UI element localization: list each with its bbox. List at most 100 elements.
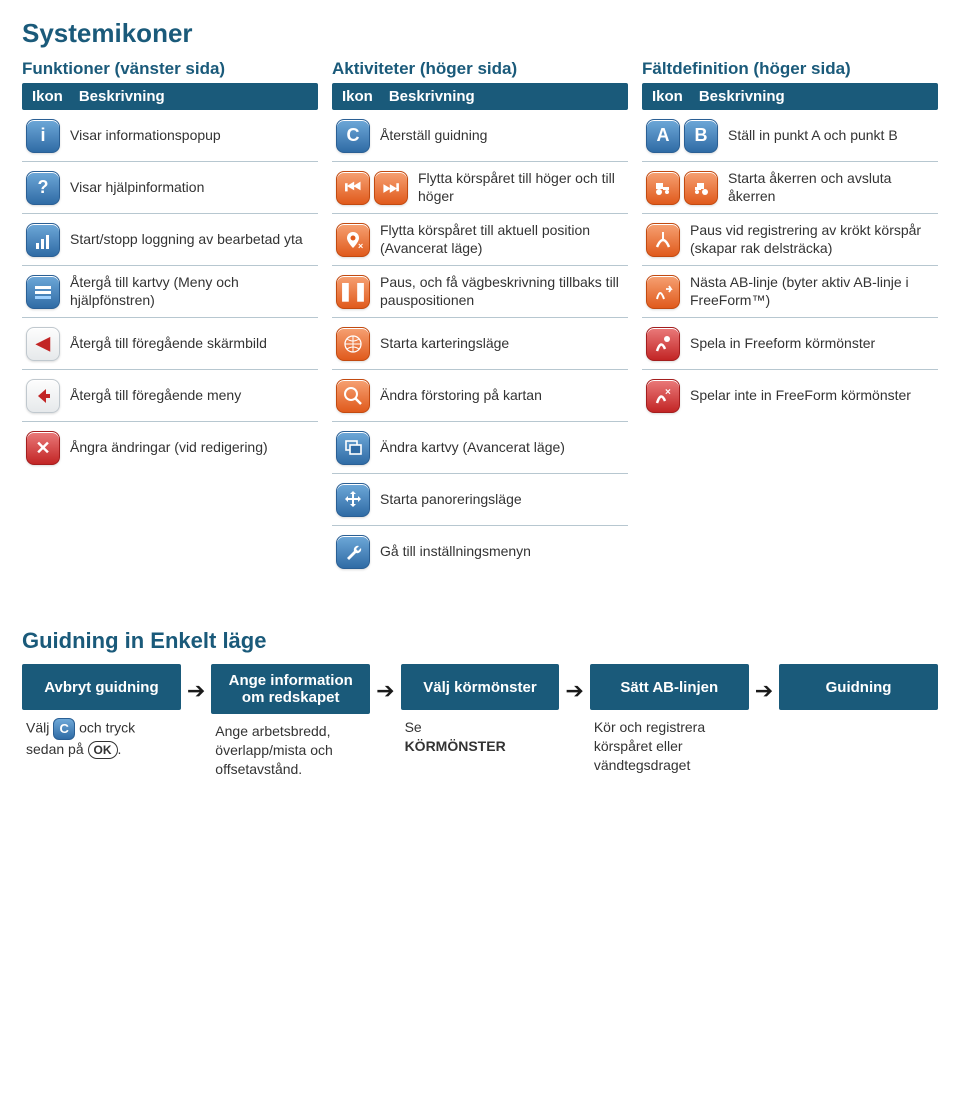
icon: A xyxy=(646,119,680,153)
column-header-cell: Ikon xyxy=(342,88,373,105)
description: Flytta körspåret till höger och till hög… xyxy=(418,170,624,205)
description: Start/stopp loggning av bearbetad yta xyxy=(70,231,314,249)
icon-cell xyxy=(646,275,680,309)
description: Ställ in punkt A och punkt B xyxy=(728,127,934,145)
icon-cell xyxy=(26,223,60,257)
column: Aktiviteter (höger sida) Ikon Beskrivning C… xyxy=(332,59,628,578)
icon-cell: C xyxy=(336,119,370,153)
icon-cell: i xyxy=(26,119,60,153)
step-header: Sätt AB-linjen xyxy=(590,664,749,710)
table-row: ❚❚Paus, och få vägbeskrivning tillbaks t… xyxy=(332,266,628,318)
step-body: Välj C och tryck sedan på OK. xyxy=(22,710,181,759)
step-header: Välj körmönster xyxy=(401,664,560,710)
icon xyxy=(336,379,370,413)
icon: i xyxy=(26,119,60,153)
icon-cell xyxy=(336,327,370,361)
description: Starta karteringsläge xyxy=(380,335,624,353)
icon: ✕ xyxy=(26,431,60,465)
column-header-cell: Beskrivning xyxy=(699,88,785,105)
table-row: Spelar inte in FreeForm körmönster xyxy=(642,370,938,422)
column-header-cell: Beskrivning xyxy=(389,88,475,105)
flow-arrow-icon: ➔ xyxy=(565,678,583,704)
flow-arrow-icon: ➔ xyxy=(376,678,394,704)
icon xyxy=(646,275,680,309)
step-header: Guidning xyxy=(779,664,938,710)
description: Spela in Freeform körmönster xyxy=(690,335,934,353)
icon-cell xyxy=(336,535,370,569)
icon: ❚❚ xyxy=(336,275,370,309)
description: Gå till inställningsmenyn xyxy=(380,543,624,561)
column: Funktioner (vänster sida) Ikon Beskrivning… xyxy=(22,59,318,578)
column-header: Ikon Beskrivning xyxy=(22,83,318,110)
icon xyxy=(336,327,370,361)
table-row: Ändra kartvy (Avancerat läge) xyxy=(332,422,628,474)
column: Fältdefinition (höger sida) Ikon Beskrivni… xyxy=(642,59,938,578)
icon xyxy=(684,171,718,205)
step-header: Avbryt guidning xyxy=(22,664,181,710)
icon xyxy=(26,223,60,257)
step-body xyxy=(779,710,938,718)
icon-cell xyxy=(336,483,370,517)
column-title: Aktiviteter (höger sida) xyxy=(332,59,628,79)
column-title: Fältdefinition (höger sida) xyxy=(642,59,938,79)
icon: B xyxy=(684,119,718,153)
icon-cell xyxy=(646,171,718,205)
description: Återställ guidning xyxy=(380,127,624,145)
description: Starta panoreringsläge xyxy=(380,491,624,509)
guidance-flow: Avbryt guidningVälj C och tryck sedan på… xyxy=(22,664,938,779)
icon xyxy=(336,483,370,517)
column-title: Funktioner (vänster sida) xyxy=(22,59,318,79)
step-body: SeKÖRMÖNSTER xyxy=(401,710,560,756)
table-row: Flytta körspåret till aktuell position (… xyxy=(332,214,628,266)
description: Spelar inte in FreeForm körmönster xyxy=(690,387,934,405)
icon xyxy=(646,379,680,413)
column-header-cell: Beskrivning xyxy=(79,88,165,105)
icon-cell xyxy=(336,379,370,413)
step-body: Ange arbetsbredd, överlapp/mista och off… xyxy=(211,714,370,779)
description: Visar hjälpinformation xyxy=(70,179,314,197)
icon xyxy=(336,535,370,569)
description: Paus vid registrering av krökt körspår (… xyxy=(690,222,934,257)
table-row: Ändra förstoring på kartan xyxy=(332,370,628,422)
column-header-cell: Ikon xyxy=(32,88,63,105)
icon: C xyxy=(336,119,370,153)
icon: ⏮ xyxy=(336,171,370,205)
table-row: Återgå till kartvy (Meny och hjälpfönstr… xyxy=(22,266,318,318)
column-header: Ikon Beskrivning xyxy=(642,83,938,110)
flow-arrow-icon: ➔ xyxy=(755,678,773,704)
description: Ändra förstoring på kartan xyxy=(380,387,624,405)
icon xyxy=(26,275,60,309)
column-header-cell: Ikon xyxy=(652,88,683,105)
flow-step: Välj körmönsterSeKÖRMÖNSTER xyxy=(401,664,560,756)
flow-step: Guidning xyxy=(779,664,938,718)
icon-cell xyxy=(336,431,370,465)
table-row: iVisar informationspopup xyxy=(22,110,318,162)
icon: ◀ xyxy=(26,327,60,361)
icon-cell: ? xyxy=(26,171,60,205)
table-row: Paus vid registrering av krökt körspår (… xyxy=(642,214,938,266)
table-row: Starta åkerren och avsluta åkerren xyxy=(642,162,938,214)
icon xyxy=(646,327,680,361)
description: Nästa AB-linje (byter aktiv AB-linje i F… xyxy=(690,274,934,309)
icon-cell: ⏮⏭ xyxy=(336,171,408,205)
step-header: Ange information om redskapet xyxy=(211,664,370,714)
table-row: ✕ Ångra ändringar (vid redigering) xyxy=(22,422,318,474)
description: Starta åkerren och avsluta åkerren xyxy=(728,170,934,205)
icon: ? xyxy=(26,171,60,205)
table-row: Spela in Freeform körmönster xyxy=(642,318,938,370)
table-row: Start/stopp loggning av bearbetad yta xyxy=(22,214,318,266)
icon xyxy=(336,223,370,257)
description: Ändra kartvy (Avancerat läge) xyxy=(380,439,624,457)
description: Ångra ändringar (vid redigering) xyxy=(70,439,314,457)
icon xyxy=(336,431,370,465)
flow-step: Avbryt guidningVälj C och tryck sedan på… xyxy=(22,664,181,759)
table-row: ⏮⏭ Flytta körspåret till höger och till h… xyxy=(332,162,628,214)
icon xyxy=(26,379,60,413)
icon-cell: ✕ xyxy=(26,431,60,465)
table-row: Starta karteringsläge xyxy=(332,318,628,370)
icon-cell xyxy=(646,223,680,257)
icon: ⏭ xyxy=(374,171,408,205)
table-row: ◀Återgå till föregående skärmbild xyxy=(22,318,318,370)
step-body: Kör och registrera körspåret eller vändt… xyxy=(590,710,749,775)
icon-reference-table: Funktioner (vänster sida) Ikon Beskrivning… xyxy=(22,59,938,578)
